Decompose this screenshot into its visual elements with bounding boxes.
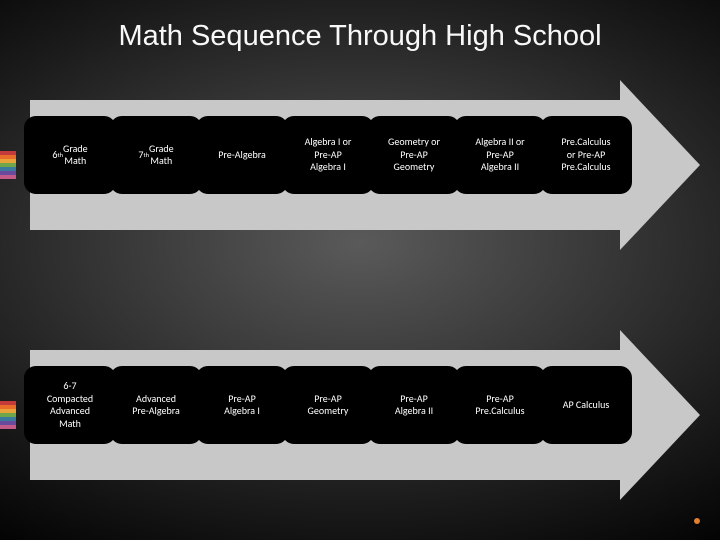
sequence-box: Pre-APGeometry bbox=[282, 366, 374, 444]
sequence-box: 7th GradeMath bbox=[110, 116, 202, 194]
sequence-box: Pre-APAlgebra I bbox=[196, 366, 288, 444]
sequence-row-standard: 6th GradeMath7th GradeMathPre-AlgebraAlg… bbox=[24, 116, 632, 194]
sequence-box: AP Calculus bbox=[540, 366, 632, 444]
sequence-box: Algebra II orPre-APAlgebra II bbox=[454, 116, 546, 194]
page-title: Math Sequence Through High School bbox=[0, 20, 720, 53]
sequence-box: Algebra I orPre-APAlgebra I bbox=[282, 116, 374, 194]
accent-stripes-top bbox=[0, 151, 16, 179]
sequence-row-advanced: 6-7CompactedAdvancedMathAdvancedPre-Alge… bbox=[24, 366, 632, 444]
arrow-bottom-head bbox=[620, 330, 700, 500]
sequence-box: Pre-APAlgebra II bbox=[368, 366, 460, 444]
sequence-box: Pre-APPre.Calculus bbox=[454, 366, 546, 444]
arrow-top-head bbox=[620, 80, 700, 250]
accent-stripes-bottom bbox=[0, 401, 16, 429]
sequence-box: 6-7CompactedAdvancedMath bbox=[24, 366, 116, 444]
sequence-box: Geometry orPre-APGeometry bbox=[368, 116, 460, 194]
sequence-box: Pre-Algebra bbox=[196, 116, 288, 194]
accent-stripe bbox=[0, 425, 16, 429]
sequence-box: AdvancedPre-Algebra bbox=[110, 366, 202, 444]
accent-stripe bbox=[0, 175, 16, 179]
corner-bullet-icon bbox=[694, 518, 700, 524]
sequence-box: Pre.Calculusor Pre-APPre.Calculus bbox=[540, 116, 632, 194]
sequence-box: 6th GradeMath bbox=[24, 116, 116, 194]
